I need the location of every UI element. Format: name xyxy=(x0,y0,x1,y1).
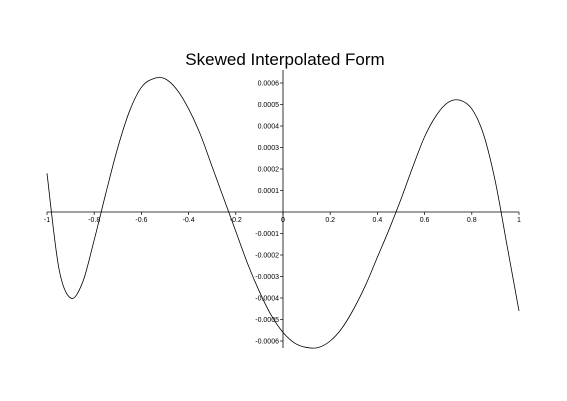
x-tick-label: 0.8 xyxy=(467,217,477,224)
x-tick-label: 0.4 xyxy=(373,217,383,224)
x-tick-label: 0 xyxy=(281,217,285,224)
y-tick-label: -0.0003 xyxy=(255,274,279,281)
y-tick-label: 0.0005 xyxy=(258,102,280,109)
y-tick-label: -0.0005 xyxy=(255,317,279,324)
y-tick-label: 0.0002 xyxy=(258,167,280,174)
y-tick-label: 0.0004 xyxy=(258,124,280,131)
x-tick-label: -0.4 xyxy=(183,217,195,224)
y-tick-label: 0.0006 xyxy=(258,81,280,88)
chart-title: Skewed Interpolated Form xyxy=(185,50,384,69)
y-tick-label: 0.0003 xyxy=(258,145,280,152)
y-tick-label: -0.0006 xyxy=(255,339,279,346)
x-tick-label: -0.8 xyxy=(88,217,100,224)
y-ticks: 0.0006 0.0005 0.0004 0.0003 0.0002 0.0001 -0.0… xyxy=(255,81,283,346)
x-tick-label: 0.6 xyxy=(420,217,430,224)
series-line xyxy=(46,77,520,349)
x-tick-label: -1 xyxy=(44,217,50,224)
y-tick-label: 0.0001 xyxy=(258,188,280,195)
x-ticks: -1 -0.8 -0.6 -0.4 -0.2 0 0.2 0.4 0.6 0.8 1 xyxy=(44,212,521,224)
x-tick-label: -0.2 xyxy=(230,217,242,224)
x-tick-label: 0.2 xyxy=(325,217,335,224)
x-tick-label: 1 xyxy=(517,217,521,224)
y-tick-label: -0.0001 xyxy=(255,231,279,238)
y-tick-label: -0.0002 xyxy=(255,253,279,260)
x-tick-label: -0.6 xyxy=(135,217,147,224)
y-tick-label: -0.0004 xyxy=(255,296,279,303)
